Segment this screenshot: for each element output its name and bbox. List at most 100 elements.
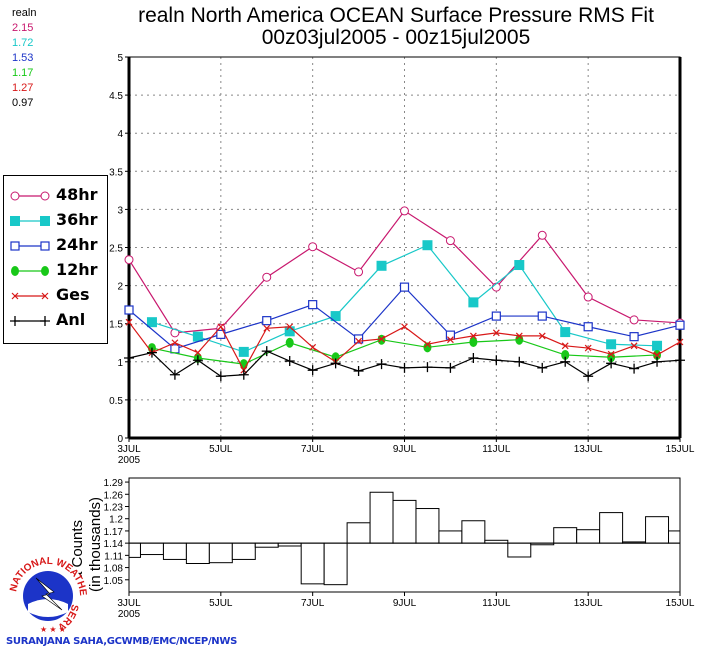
count-bar xyxy=(461,520,486,544)
marker-filled-circle xyxy=(41,266,49,276)
marker-x xyxy=(217,323,225,331)
marker-filled-circle xyxy=(11,266,19,276)
marker-x xyxy=(194,349,202,357)
stat-value-0: 2.15 xyxy=(12,22,34,34)
marker-x xyxy=(424,340,431,348)
y-tick-label: 3.5 xyxy=(109,167,123,178)
marker-plus xyxy=(629,363,640,374)
marker-open-circle xyxy=(583,292,593,302)
marker-filled-square xyxy=(560,327,571,338)
bar-x-tick-label: 5JUL xyxy=(209,598,233,609)
marker-plus xyxy=(238,369,249,380)
marker-plus xyxy=(124,352,134,363)
grid xyxy=(125,56,681,442)
svg-text:★ ★ ★: ★ ★ ★ xyxy=(40,625,66,634)
marker-plus xyxy=(10,316,20,326)
marker-filled-circle xyxy=(423,342,432,353)
marker-x xyxy=(538,332,546,340)
marker-x xyxy=(11,292,19,300)
marker-plus xyxy=(307,365,318,376)
bar-y-tick-label: 1.08 xyxy=(104,564,124,575)
y-tick-label: 0 xyxy=(117,434,123,445)
x-tick-label: 11JUL xyxy=(482,444,511,455)
count-bar xyxy=(254,542,279,548)
count-bar xyxy=(576,529,601,544)
count-bar xyxy=(185,542,210,565)
marker-plus xyxy=(491,355,502,366)
marker-filled-circle xyxy=(469,336,478,347)
marker-open-circle xyxy=(308,242,318,252)
marker-plus xyxy=(284,356,295,367)
marker-plus xyxy=(261,346,272,357)
marker-plus xyxy=(146,347,157,358)
marker-x xyxy=(607,350,615,358)
legend-swatch xyxy=(11,266,49,276)
count-bar xyxy=(553,527,578,544)
bar-y-tick-label: 1.2 xyxy=(109,515,123,526)
count-bar xyxy=(668,530,681,544)
count-bar xyxy=(346,522,371,544)
y-tick-label: 1.5 xyxy=(109,320,123,331)
count-bar xyxy=(599,512,624,544)
count-bar xyxy=(139,542,164,556)
marker-plus xyxy=(376,359,387,370)
marker-x xyxy=(355,337,363,345)
series-24hr xyxy=(124,282,685,354)
marker-x xyxy=(676,338,684,346)
x-tick-label: 15JUL xyxy=(666,444,695,455)
marker-open-square xyxy=(262,316,272,326)
marker-x xyxy=(446,336,454,344)
bar-x-tick-label: 3JUL xyxy=(117,598,141,609)
count-bar xyxy=(392,499,417,544)
marker-x xyxy=(378,335,385,343)
count-bar xyxy=(438,530,463,544)
bar-x-tick-label: 11JUL xyxy=(482,598,511,609)
counts-bar-chart: 1.051.08 1.111.141.171.21.23 1.261.29 3JUL2… xyxy=(69,477,695,620)
marker-plus xyxy=(652,356,663,367)
series-ges xyxy=(125,318,684,374)
bar-y-tick-label: 1.23 xyxy=(104,503,124,514)
marker-open-circle xyxy=(400,206,409,216)
author-credit: SURANJANA SAHA,GCWMB/EMC/NCEP/NWS xyxy=(6,636,238,647)
stats-label: realn xyxy=(12,7,37,19)
marker-plus xyxy=(192,355,203,366)
y-tick-label: 2 xyxy=(117,282,123,293)
marker-open-square xyxy=(629,332,639,342)
marker-x xyxy=(41,292,49,300)
marker-open-square xyxy=(537,311,547,321)
marker-open-circle xyxy=(124,255,134,265)
marker-filled-square xyxy=(422,240,433,251)
legend-label: Anl xyxy=(56,310,86,329)
count-bar xyxy=(300,542,325,585)
marker-x xyxy=(653,351,661,359)
legend-label: 48hr xyxy=(56,185,98,204)
marker-open-square xyxy=(491,311,501,321)
y-tick-label: 0.5 xyxy=(109,396,123,407)
nws-logo: NATIONAL WEATHER SERVICE ★ ★ ★ xyxy=(2,548,90,640)
legend-label: 12hr xyxy=(56,260,98,279)
marker-x xyxy=(171,339,179,347)
marker-plus xyxy=(40,316,50,326)
y-tick-label: 5 xyxy=(117,53,123,64)
legend-label: 36hr xyxy=(56,210,98,229)
marker-filled-square xyxy=(330,311,341,322)
legend-item-48hr: 48hr xyxy=(10,184,105,208)
marker-plus xyxy=(399,362,410,373)
marker-filled-square xyxy=(40,216,50,226)
bar-y-tick-label: 1.29 xyxy=(104,478,124,489)
marker-x xyxy=(561,342,569,350)
legend-label: 24hr xyxy=(56,235,98,254)
bar-x-tick-label: 9JUL xyxy=(393,598,417,609)
legend: 48hr 36hr 24hr 12hr Ges Anl xyxy=(3,175,108,344)
marker-filled-square xyxy=(284,326,295,337)
marker-open-circle xyxy=(629,315,639,325)
legend-item-24hr: 24hr xyxy=(10,234,105,258)
marker-open-square xyxy=(10,241,20,251)
marker-x xyxy=(125,318,133,326)
marker-plus xyxy=(445,362,456,373)
count-bar xyxy=(128,542,141,558)
marker-filled-square xyxy=(376,260,387,271)
x-tick-label: 5JUL xyxy=(209,444,233,455)
marker-plus xyxy=(537,362,548,373)
legend-swatch xyxy=(10,216,50,226)
